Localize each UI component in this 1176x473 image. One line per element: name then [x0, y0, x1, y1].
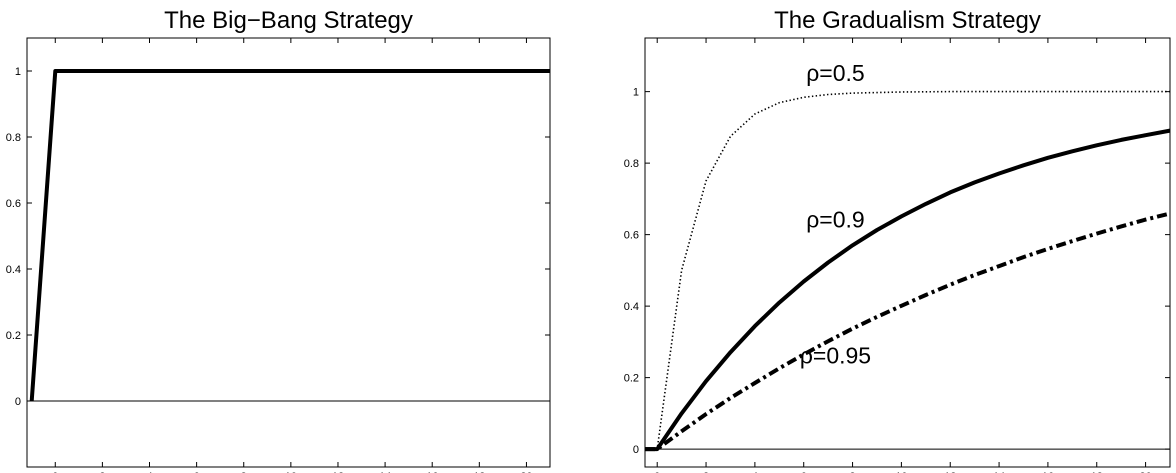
- plot-frame: [644, 37, 1171, 468]
- x-tick-label: 14: [379, 471, 391, 473]
- y-tick-label: 0.8: [6, 132, 21, 144]
- series-annotation: ρ=0.95: [800, 342, 871, 368]
- series-line-3: [645, 211, 1171, 452]
- x-tick-label: 8: [849, 471, 855, 473]
- x-tick-label: 12: [944, 471, 956, 473]
- x-tick-label: 6: [801, 471, 807, 473]
- y-tick-label: 1: [15, 66, 21, 78]
- x-tick-label: 4: [146, 471, 152, 473]
- y-tick-label: 0.4: [624, 301, 639, 313]
- x-tick-label: 2: [703, 471, 709, 473]
- x-tick-label: 6: [194, 471, 200, 473]
- series-annotation: ρ=0.9: [806, 206, 865, 232]
- y-tick-label: 1: [633, 87, 639, 99]
- y-tick-label: 0.8: [624, 158, 639, 170]
- x-tick-label: 10: [285, 471, 297, 473]
- x-tick-label: 8: [241, 471, 247, 473]
- x-tick-label: 0: [52, 471, 58, 473]
- x-tick-label: 0: [654, 471, 660, 473]
- chart-2: The Gradualism Strategy02468101214161820…: [624, 7, 1171, 473]
- x-tick-label: 16: [1042, 471, 1054, 473]
- y-tick-label: 0: [15, 396, 21, 408]
- y-tick-label: 0.6: [624, 230, 639, 242]
- x-tick-label: 18: [473, 471, 485, 473]
- x-tick-label: 4: [752, 471, 758, 473]
- x-tick-label: 20: [1139, 471, 1151, 473]
- x-tick-label: 18: [1091, 471, 1103, 473]
- series-annotation: ρ=0.5: [806, 60, 865, 86]
- series-line-1: [29, 69, 550, 402]
- x-tick-label: 10: [895, 471, 907, 473]
- series-line-2: [645, 128, 1171, 452]
- y-tick-label: 0.2: [624, 373, 639, 385]
- x-tick-label: 16: [426, 471, 438, 473]
- x-tick-label: 14: [993, 471, 1005, 473]
- x-tick-label: 12: [332, 471, 344, 473]
- y-tick-label: 0.4: [6, 264, 21, 276]
- plot-frame: [26, 37, 551, 468]
- chart-1: The Big−Bang Strategy 0 2 4 6 8 10 12 14 16 18 20 0 0…: [6, 7, 551, 473]
- chart-title: The Gradualism Strategy: [774, 7, 1041, 34]
- series-line-1: [645, 90, 1170, 450]
- x-tick-label: 20: [520, 471, 532, 473]
- y-tick-label: 0: [633, 444, 639, 456]
- y-tick-label: 0.2: [6, 330, 21, 342]
- chart-title: The Big−Bang Strategy: [164, 7, 413, 34]
- x-tick-label: 2: [99, 471, 105, 473]
- y-tick-label: 0.6: [6, 198, 21, 210]
